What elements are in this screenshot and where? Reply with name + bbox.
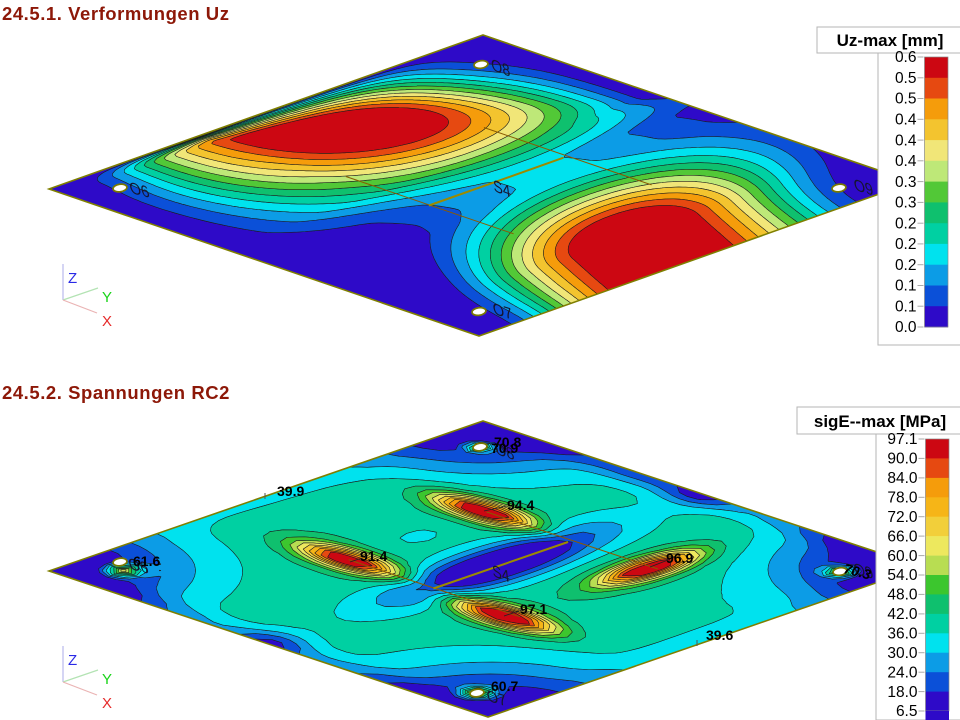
- svg-text:0.2: 0.2: [895, 236, 917, 253]
- svg-text:70.8: 70.8: [494, 434, 521, 450]
- svg-text:S4: S4: [491, 561, 511, 587]
- svg-text:30.0: 30.0: [887, 645, 918, 662]
- svg-text:sigE--max [MPa]: sigE--max [MPa]: [814, 412, 946, 431]
- svg-text:18.0: 18.0: [887, 684, 918, 701]
- svg-text:48.0: 48.0: [887, 587, 918, 604]
- svg-text:O7: O7: [485, 686, 508, 710]
- svg-text:O7: O7: [491, 299, 514, 324]
- svg-text:72.0: 72.0: [887, 509, 918, 526]
- svg-text:0.2: 0.2: [895, 257, 917, 274]
- svg-text:70.3: 70.3: [842, 560, 873, 582]
- svg-text:Y: Y: [102, 289, 112, 306]
- svg-text:Z: Z: [68, 652, 77, 669]
- svg-text:O9: O9: [852, 175, 875, 200]
- svg-text:66.0: 66.0: [887, 528, 918, 545]
- svg-text:0.3: 0.3: [895, 195, 917, 212]
- svg-text:97.1: 97.1: [887, 431, 917, 448]
- svg-text:O6: O6: [127, 179, 151, 202]
- svg-text:54.0: 54.0: [887, 567, 918, 584]
- svg-text:61.6: 61.6: [133, 553, 160, 569]
- svg-text:60.7: 60.7: [491, 678, 518, 694]
- svg-text:90.0: 90.0: [887, 451, 918, 468]
- svg-text:Y: Y: [102, 671, 112, 688]
- svg-text:96.9: 96.9: [666, 550, 693, 566]
- svg-text:Uz-max [mm]: Uz-max [mm]: [837, 31, 944, 50]
- svg-text:84.0: 84.0: [887, 470, 918, 487]
- svg-text:0.1: 0.1: [895, 278, 917, 295]
- svg-text:O8: O8: [493, 439, 515, 464]
- svg-text:70.9: 70.9: [491, 440, 518, 456]
- svg-text:94.4: 94.4: [507, 497, 534, 513]
- svg-text:42.0: 42.0: [887, 606, 918, 623]
- svg-text:24.5.2. Spannungen RC2: 24.5.2. Spannungen RC2: [2, 382, 230, 403]
- svg-text:X: X: [102, 313, 112, 330]
- svg-text:0.4: 0.4: [895, 153, 917, 170]
- svg-text:6.5: 6.5: [896, 703, 918, 720]
- svg-text:0.0: 0.0: [895, 319, 917, 336]
- svg-text:0.4: 0.4: [895, 112, 917, 129]
- svg-text:36.0: 36.0: [887, 626, 918, 643]
- svg-text:39.9: 39.9: [277, 483, 304, 499]
- svg-text:Z: Z: [68, 270, 77, 287]
- svg-text:0.1: 0.1: [895, 298, 917, 315]
- svg-text:O9: O9: [852, 560, 876, 584]
- svg-text:0.3: 0.3: [895, 174, 917, 191]
- svg-text:78.0: 78.0: [887, 490, 918, 507]
- svg-text:39.6: 39.6: [706, 627, 733, 643]
- svg-text:S4: S4: [492, 176, 512, 202]
- svg-text:O8: O8: [490, 55, 512, 81]
- svg-text:97.1: 97.1: [520, 601, 547, 617]
- svg-text:0.5: 0.5: [895, 70, 917, 87]
- svg-text:91.4: 91.4: [360, 548, 387, 564]
- svg-text:X: X: [102, 695, 112, 712]
- svg-text:60.0: 60.0: [887, 548, 918, 565]
- svg-text:O6: O6: [126, 555, 150, 578]
- svg-text:0.2: 0.2: [895, 215, 917, 232]
- svg-text:0.6: 0.6: [895, 49, 917, 66]
- svg-text:24.5.1. Verformungen Uz: 24.5.1. Verformungen Uz: [2, 3, 230, 24]
- svg-text:24.0: 24.0: [887, 664, 918, 681]
- svg-text:0.5: 0.5: [895, 91, 917, 108]
- svg-text:0.4: 0.4: [895, 132, 917, 149]
